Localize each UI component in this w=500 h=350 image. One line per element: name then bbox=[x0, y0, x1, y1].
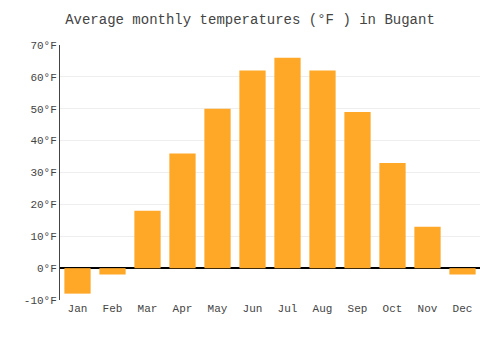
svg-text:Jul: Jul bbox=[278, 303, 298, 315]
svg-text:Nov: Nov bbox=[418, 303, 438, 315]
svg-text:50°F: 50°F bbox=[30, 104, 56, 116]
svg-text:-10°F: -10°F bbox=[24, 295, 57, 307]
svg-text:Oct: Oct bbox=[383, 303, 403, 315]
svg-text:10°F: 10°F bbox=[30, 231, 56, 243]
svg-text:20°F: 20°F bbox=[30, 199, 56, 211]
svg-text:Dec: Dec bbox=[453, 303, 473, 315]
svg-text:40°F: 40°F bbox=[30, 135, 56, 147]
svg-text:70°F: 70°F bbox=[30, 40, 56, 52]
svg-text:Feb: Feb bbox=[103, 303, 123, 315]
svg-text:May: May bbox=[208, 303, 228, 315]
svg-text:Aug: Aug bbox=[313, 303, 333, 315]
svg-text:Average monthly temperatures (: Average monthly temperatures (°F ) in Bu… bbox=[65, 12, 435, 28]
svg-text:0°F: 0°F bbox=[37, 263, 57, 275]
svg-text:Jan: Jan bbox=[68, 303, 88, 315]
svg-text:Apr: Apr bbox=[173, 303, 193, 315]
svg-text:30°F: 30°F bbox=[30, 167, 56, 179]
svg-text:60°F: 60°F bbox=[30, 72, 56, 84]
svg-text:Mar: Mar bbox=[138, 303, 158, 315]
svg-text:Sep: Sep bbox=[348, 303, 368, 315]
svg-text:Jun: Jun bbox=[243, 303, 263, 315]
